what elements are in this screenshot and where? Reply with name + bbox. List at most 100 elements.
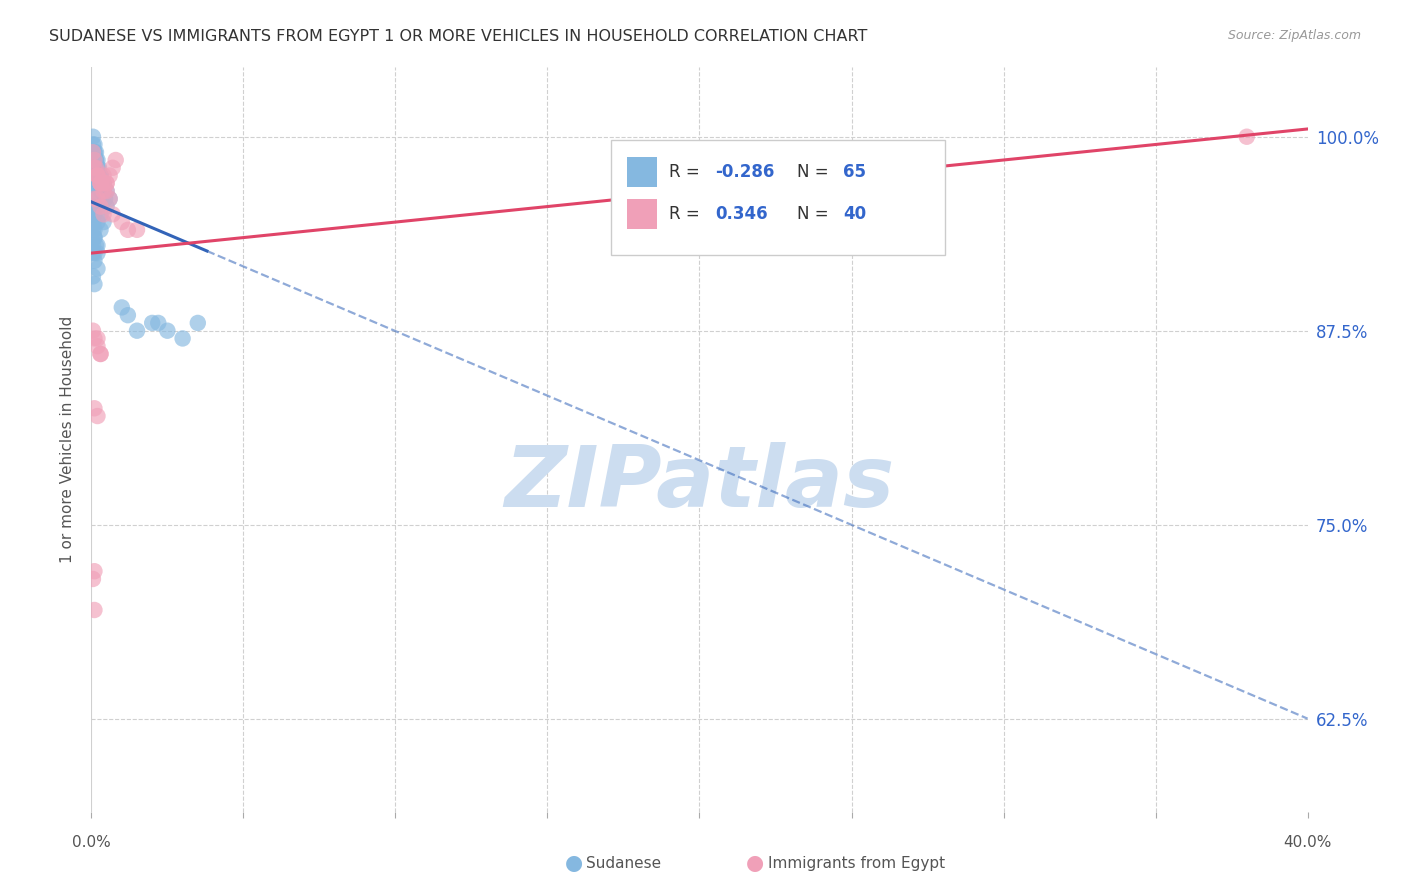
Point: [82, 269, 104, 284]
Point: [93, 215, 115, 229]
Point: [86, 339, 108, 353]
Point: [93, 176, 115, 190]
Point: [83, 603, 105, 617]
Point: [89, 169, 111, 183]
Point: [89, 200, 111, 214]
Point: [83, 230, 105, 244]
Point: [96, 176, 118, 190]
Text: 65: 65: [844, 163, 866, 181]
Point: [82, 215, 104, 229]
Point: [82, 200, 104, 214]
Point: [83, 161, 105, 175]
Point: [89, 176, 111, 190]
Point: [83, 401, 105, 416]
Point: [86, 238, 108, 252]
Point: [98, 192, 121, 206]
Point: [117, 308, 139, 322]
Point: [86, 169, 108, 183]
Point: [82, 129, 104, 144]
Point: [82, 184, 104, 198]
Point: [141, 316, 163, 330]
Text: 40: 40: [844, 204, 866, 223]
Point: [86, 169, 108, 183]
Point: [83, 192, 105, 206]
Y-axis label: 1 or more Vehicles in Household: 1 or more Vehicles in Household: [60, 316, 76, 563]
Point: [83, 137, 105, 152]
Point: [82, 207, 104, 221]
Point: [82, 153, 104, 167]
Point: [89, 176, 111, 190]
Text: SUDANESE VS IMMIGRANTS FROM EGYPT 1 OR MORE VEHICLES IN HOUSEHOLD CORRELATION CH: SUDANESE VS IMMIGRANTS FROM EGYPT 1 OR M…: [49, 29, 868, 45]
Point: [93, 176, 115, 190]
Point: [83, 207, 105, 221]
Point: [148, 316, 170, 330]
Point: [117, 223, 139, 237]
Point: [86, 246, 108, 260]
Point: [98, 192, 121, 206]
Point: [93, 207, 115, 221]
FancyBboxPatch shape: [610, 140, 945, 255]
Bar: [627, 199, 657, 228]
Point: [83, 223, 105, 237]
Point: [96, 184, 118, 198]
Point: [96, 184, 118, 198]
Point: [82, 200, 104, 214]
Text: -0.286: -0.286: [716, 163, 775, 181]
Text: ●: ●: [565, 854, 582, 873]
Point: [83, 192, 105, 206]
Point: [82, 223, 104, 237]
Point: [89, 184, 111, 198]
Point: [86, 409, 108, 423]
Text: ZIPatlas: ZIPatlas: [505, 442, 894, 525]
Point: [86, 169, 108, 183]
Point: [83, 277, 105, 292]
Text: Source: ZipAtlas.com: Source: ZipAtlas.com: [1227, 29, 1361, 43]
Point: [125, 223, 148, 237]
Point: [83, 331, 105, 345]
Point: [101, 207, 124, 221]
Point: [83, 246, 105, 260]
Text: 0.0%: 0.0%: [72, 835, 111, 850]
Point: [89, 223, 111, 237]
Point: [111, 301, 134, 315]
Point: [82, 176, 104, 190]
Point: [89, 169, 111, 183]
Point: [83, 230, 105, 244]
Point: [104, 153, 127, 167]
Point: [1236, 129, 1258, 144]
Point: [89, 347, 111, 361]
Point: [84, 238, 107, 252]
Text: R =: R =: [669, 163, 704, 181]
Point: [83, 253, 105, 268]
Point: [83, 169, 105, 183]
Point: [86, 161, 108, 175]
Point: [93, 169, 115, 183]
Point: [86, 200, 108, 214]
Point: [89, 176, 111, 190]
Point: [84, 161, 107, 175]
Point: [84, 153, 107, 167]
Point: [83, 145, 105, 160]
Point: [86, 192, 108, 206]
Point: [111, 215, 134, 229]
Point: [156, 324, 179, 338]
Point: [82, 145, 104, 160]
Point: [94, 192, 117, 206]
Text: 0.346: 0.346: [716, 204, 768, 223]
Point: [83, 564, 105, 578]
Point: [86, 176, 108, 190]
Point: [89, 169, 111, 183]
Bar: [627, 157, 657, 186]
Point: [98, 169, 121, 183]
Point: [101, 161, 124, 175]
Point: [82, 572, 104, 586]
Point: [82, 137, 104, 152]
Text: R =: R =: [669, 204, 704, 223]
Point: [91, 176, 114, 190]
Point: [86, 161, 108, 175]
Text: ●: ●: [747, 854, 763, 873]
Text: N =: N =: [797, 163, 834, 181]
Point: [86, 331, 108, 345]
Point: [84, 153, 107, 167]
Point: [82, 246, 104, 260]
